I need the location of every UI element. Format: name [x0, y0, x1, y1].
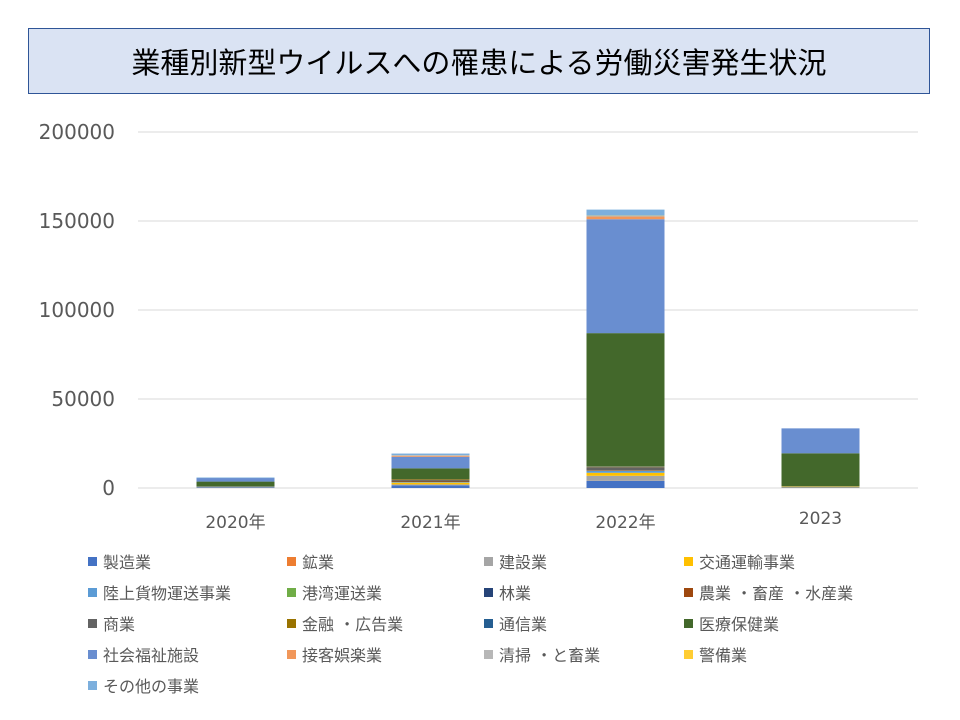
- y-tick-label: 150000: [39, 209, 115, 233]
- bar-segment: [391, 485, 470, 488]
- bar-segment: [391, 468, 470, 480]
- bar-segment: [586, 209, 665, 216]
- bar-segment: [391, 479, 470, 481]
- bar-segment: [781, 487, 860, 488]
- legend-label: 清掃 ・と畜業: [499, 646, 601, 665]
- bar-segment: [781, 428, 860, 454]
- legend-swatch: [484, 649, 493, 659]
- legend-item: 港湾運送業: [287, 581, 484, 603]
- legend-swatch: [684, 587, 693, 597]
- bar-segment: [196, 477, 275, 479]
- legend-swatch: [287, 556, 296, 566]
- legend-swatch: [484, 587, 493, 597]
- bar-segment: [391, 453, 470, 456]
- legend-label: 警備業: [699, 646, 748, 665]
- legend-swatch: [684, 618, 693, 628]
- legend-item: 警備業: [684, 643, 904, 665]
- legend-item: 鉱業: [287, 550, 484, 572]
- y-tick-label: 0: [102, 476, 115, 500]
- y-tick-label: 50000: [51, 387, 115, 411]
- legend-label: 農業 ・畜産 ・水産業: [699, 584, 854, 603]
- legend-swatch: [484, 618, 493, 628]
- bar-segment: [196, 478, 275, 482]
- legend-swatch: [88, 680, 97, 690]
- bar-segment: [781, 486, 860, 488]
- legend-label: 林業: [499, 584, 532, 603]
- bar-segment: [391, 481, 470, 483]
- legend-item: 清掃 ・と畜業: [484, 643, 684, 665]
- y-tick-label: 100000: [39, 298, 115, 322]
- bar-segment: [391, 480, 470, 482]
- legend-label: 医療保健業: [699, 615, 780, 634]
- x-tick-label: 2021年: [400, 513, 460, 533]
- bar-segment: [391, 482, 470, 483]
- x-tick-label: 2020年: [205, 513, 265, 533]
- legend-swatch: [684, 649, 693, 659]
- legend-swatch: [684, 556, 693, 566]
- legend-item: 接客娯楽業: [287, 643, 484, 665]
- x-tick-label: 2023: [799, 509, 842, 529]
- legend-item: 林業: [484, 581, 684, 603]
- legend-item: 交通運輸事業: [684, 550, 904, 572]
- legend-label: 鉱業: [302, 553, 335, 572]
- bar-segment: [586, 216, 665, 220]
- legend-item: 商業: [88, 612, 287, 634]
- bar-segment: [586, 466, 665, 468]
- legend-item: 金融 ・広告業: [287, 612, 484, 634]
- legend-item: 医療保健業: [684, 612, 904, 634]
- legend-swatch: [88, 618, 97, 628]
- chart-title: 業種別新型ウイルスへの罹患による労働災害発生状況: [28, 28, 930, 94]
- bar-segment: [391, 484, 470, 486]
- legend-label: 交通運輸事業: [699, 553, 796, 572]
- legend-swatch: [287, 618, 296, 628]
- bar-segment: [586, 216, 665, 217]
- bar-segment: [586, 475, 665, 481]
- bar-segment: [391, 455, 470, 457]
- legend-item: 陸上貨物運送事業: [88, 581, 287, 603]
- legend-label: 接客娯楽業: [302, 646, 383, 665]
- bar-segment: [586, 471, 665, 473]
- legend-item: 製造業: [88, 550, 287, 572]
- bar-segment: [781, 453, 860, 487]
- bar-segment: [586, 333, 665, 467]
- legend-item: 農業 ・畜産 ・水産業: [684, 581, 904, 603]
- legend-swatch: [88, 587, 97, 597]
- bar-segment: [391, 456, 470, 469]
- legend-swatch: [287, 587, 296, 597]
- bar-segment: [196, 481, 275, 487]
- legend-label: 金融 ・広告業: [302, 615, 404, 634]
- legend-swatch: [287, 649, 296, 659]
- bar-segment: [391, 482, 470, 485]
- legend-label: 建設業: [499, 553, 548, 572]
- legend-label: 通信業: [499, 615, 548, 634]
- legend-item: 社会福祉施設: [88, 643, 287, 665]
- bar-segment: [586, 470, 665, 471]
- bar-segment: [586, 480, 665, 488]
- bar-segment: [196, 487, 275, 488]
- y-tick-label: 200000: [39, 120, 115, 144]
- legend-label: その他の事業: [103, 677, 200, 696]
- chart-plot: 0 50000 100000 150000 200000 2020年 2021年 2022年 2…: [39, 120, 918, 533]
- legend-swatch: [484, 556, 493, 566]
- legend-label: 港湾運送業: [302, 584, 383, 603]
- legend: 製造業 鉱業 建設業 交通運輸事業陸上貨物運送事業 港湾運送業 林業 農業 ・畜産 ・水産業…: [88, 550, 908, 696]
- legend-label: 陸上貨物運送事業: [103, 584, 232, 603]
- bar-segment: [586, 467, 665, 471]
- legend-label: 社会福祉施設: [103, 646, 200, 665]
- bar-segment: [586, 219, 665, 334]
- legend-label: 商業: [103, 615, 136, 634]
- legend-item: 建設業: [484, 550, 684, 572]
- legend-item: その他の事業: [88, 674, 287, 696]
- legend-item: 通信業: [484, 612, 684, 634]
- bar-segment: [586, 472, 665, 476]
- x-tick-label: 2022年: [595, 513, 655, 533]
- legend-label: 製造業: [103, 553, 152, 572]
- legend-swatch: [88, 649, 97, 659]
- legend-swatch: [88, 556, 97, 566]
